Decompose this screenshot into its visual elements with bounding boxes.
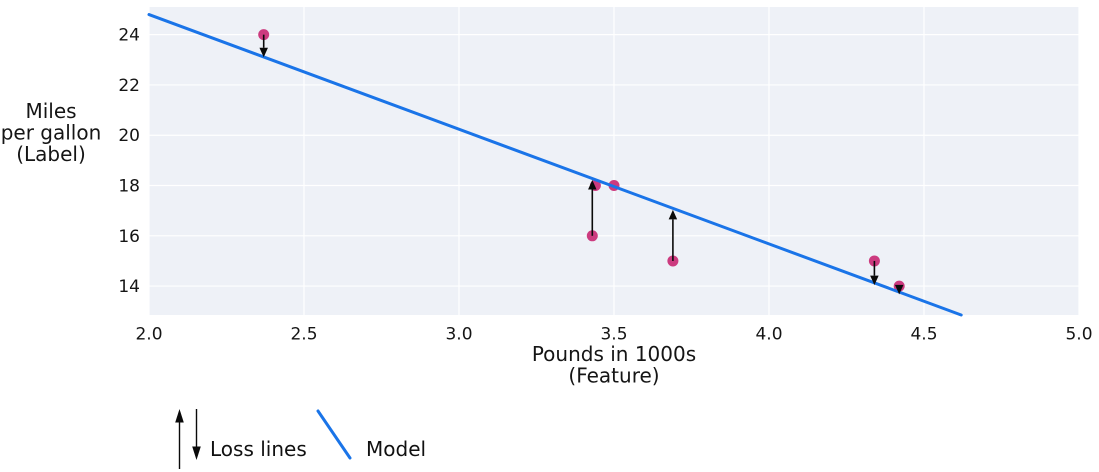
x-tick-label: 3.0 bbox=[445, 325, 472, 345]
loss-lines-icon bbox=[175, 409, 201, 469]
model-line-icon bbox=[316, 409, 352, 460]
down-arrow-icon bbox=[192, 409, 201, 460]
legend-label-model: Model bbox=[366, 437, 427, 461]
y-tick-label: 20 bbox=[118, 126, 140, 146]
x-axis-label: Pounds in 1000s (Feature) bbox=[532, 342, 696, 388]
y-tick-label: 24 bbox=[118, 26, 140, 46]
loss-arrow-up bbox=[668, 209, 678, 261]
x-tick-label: 5.0 bbox=[1065, 325, 1092, 345]
x-tick-label: 3.5 bbox=[600, 325, 627, 345]
x-tick-label: 2.5 bbox=[290, 325, 317, 345]
loss-arrow-down bbox=[259, 34, 268, 58]
y-tick-label: 18 bbox=[118, 177, 140, 197]
y-tick-label: 14 bbox=[118, 277, 140, 297]
x-tick-label: 4.0 bbox=[755, 325, 782, 345]
loss-arrow-up bbox=[588, 179, 597, 236]
y-tick-label: 16 bbox=[118, 227, 140, 247]
x-tick-label: 2.0 bbox=[135, 325, 162, 345]
y-tick-label: 22 bbox=[118, 76, 140, 96]
model-line bbox=[147, 13, 963, 317]
x-tick-label: 4.5 bbox=[910, 325, 937, 345]
up-arrow-icon bbox=[175, 409, 184, 469]
y-axis-label: Miles per gallon (Label) bbox=[1, 99, 102, 166]
loss-arrow-down bbox=[870, 260, 879, 286]
legend-label-loss-lines: Loss lines bbox=[210, 437, 307, 461]
loss-arrow-down bbox=[894, 284, 904, 295]
